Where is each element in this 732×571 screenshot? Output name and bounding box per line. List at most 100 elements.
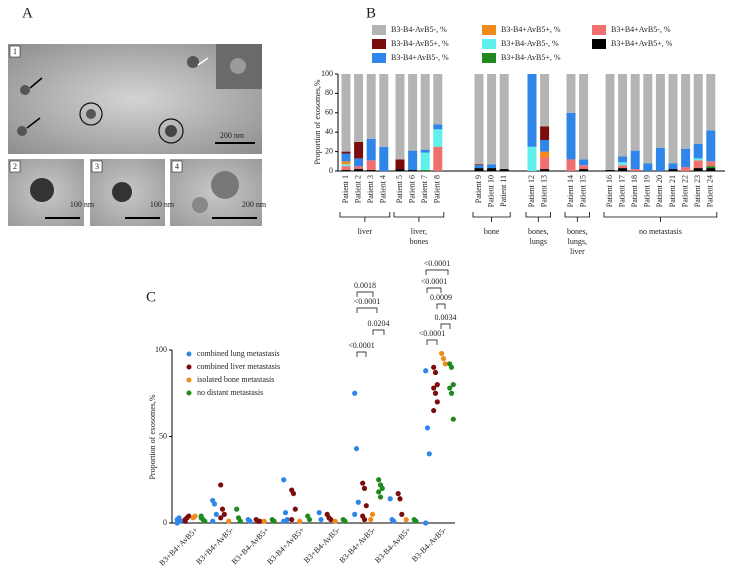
bar-segment [379, 74, 389, 147]
bar-segment [341, 166, 351, 171]
bar-segment [655, 147, 665, 171]
bar-segment [366, 138, 376, 161]
point [434, 382, 440, 388]
bar-segment [630, 74, 640, 151]
point [397, 496, 403, 502]
point [218, 482, 224, 488]
bar-segment [341, 153, 351, 162]
point [292, 506, 298, 512]
group-label: bones, [567, 227, 588, 236]
bar-segment [643, 74, 653, 164]
p-value: 0.0009 [430, 293, 452, 302]
group-bracket [339, 212, 391, 222]
x-tick-label: Patient 22 [680, 175, 689, 207]
bar-segment [618, 156, 628, 163]
arrow [197, 57, 209, 66]
legend-marker [186, 390, 192, 396]
bar-segment [668, 163, 678, 170]
significance-bracket [372, 329, 385, 335]
x-tick-label: Patient 17 [617, 175, 626, 207]
legend-label: isolated bone metastasis [197, 375, 274, 384]
legend-label: combined lung metastasis [197, 349, 280, 358]
x-tick-label: Patient 5 [395, 175, 404, 203]
significance-bracket [356, 291, 374, 297]
x-tick-label: B3-B4-AvB5+ [373, 525, 413, 565]
y-tick-label: 100 [321, 69, 333, 78]
point [174, 520, 180, 526]
y-tick-label: 0 [163, 518, 167, 527]
x-tick-label: B3+B4-AvB5- [302, 525, 342, 565]
bar-segment [681, 167, 691, 171]
significance-bracket [426, 339, 438, 345]
bar-segment [420, 152, 430, 171]
point [432, 390, 439, 396]
group-label: liver [570, 247, 585, 256]
point [353, 446, 360, 452]
vesicle [112, 182, 132, 202]
point [247, 518, 253, 524]
bar-segment [618, 168, 628, 171]
scale-label: 200 nm [242, 200, 267, 209]
p-value: <0.0001 [419, 329, 446, 338]
p-value: 0.0204 [368, 319, 390, 328]
micrograph-label: 2 [13, 162, 17, 171]
y-tick-label: 0 [329, 166, 333, 175]
legend-label: B3-B4+AvB5+, % [501, 25, 561, 34]
point [237, 518, 243, 524]
vesicle-ring [158, 118, 184, 144]
point [226, 518, 232, 524]
bar-segment [579, 165, 589, 170]
legend-label: B3-B4-AvB5+, % [391, 39, 449, 48]
bar-segment [706, 161, 716, 167]
point [368, 516, 374, 523]
x-tick-label: B3+B4+AvB5+ [157, 525, 200, 568]
bar-segment [433, 74, 443, 125]
legend-marker [186, 364, 192, 370]
bar-segment [693, 74, 703, 144]
point [271, 518, 277, 524]
point [210, 518, 216, 524]
group-label: liver [358, 227, 373, 236]
vesicle [187, 56, 199, 68]
legend-marker [186, 377, 192, 383]
x-tick-label: Patient 16 [605, 175, 614, 207]
p-value: <0.0001 [348, 341, 375, 350]
point [387, 496, 393, 502]
bar-segment [420, 149, 430, 153]
vesicle [17, 126, 27, 136]
micrograph-label-box [9, 160, 21, 173]
bar-segment [643, 163, 653, 171]
bar-segment [579, 169, 589, 171]
point [218, 515, 224, 521]
point [281, 477, 287, 483]
legend-label: B3-B4+AvB5-, % [391, 53, 449, 62]
point [423, 368, 429, 374]
vesicle [230, 58, 246, 74]
legend-label: combined liver metastasis [197, 362, 280, 371]
micrograph-label: 3 [95, 162, 99, 171]
bar-segment [433, 146, 443, 171]
point [391, 518, 397, 524]
x-tick-label: B3-B4+AvB5+ [265, 525, 306, 566]
point [328, 516, 334, 523]
group-bracket [393, 212, 445, 222]
significance-bracket [426, 287, 442, 293]
significance-bracket [356, 307, 378, 313]
point [450, 416, 456, 422]
bar-segment [681, 148, 691, 168]
point [192, 513, 198, 519]
x-tick-label: Patient 9 [474, 175, 483, 203]
group-bracket [525, 212, 551, 222]
bar-segment [420, 170, 430, 171]
p-value: <0.0001 [421, 277, 448, 286]
point [376, 477, 382, 483]
point [257, 518, 263, 524]
bar-segment [474, 164, 484, 166]
bar-segment [395, 74, 405, 160]
bar-segment [655, 74, 665, 148]
point [424, 425, 431, 431]
group-label: bone [484, 227, 500, 236]
bar-segment [366, 170, 376, 171]
vesicle [86, 109, 96, 119]
x-tick-label: Patient 24 [706, 175, 715, 207]
